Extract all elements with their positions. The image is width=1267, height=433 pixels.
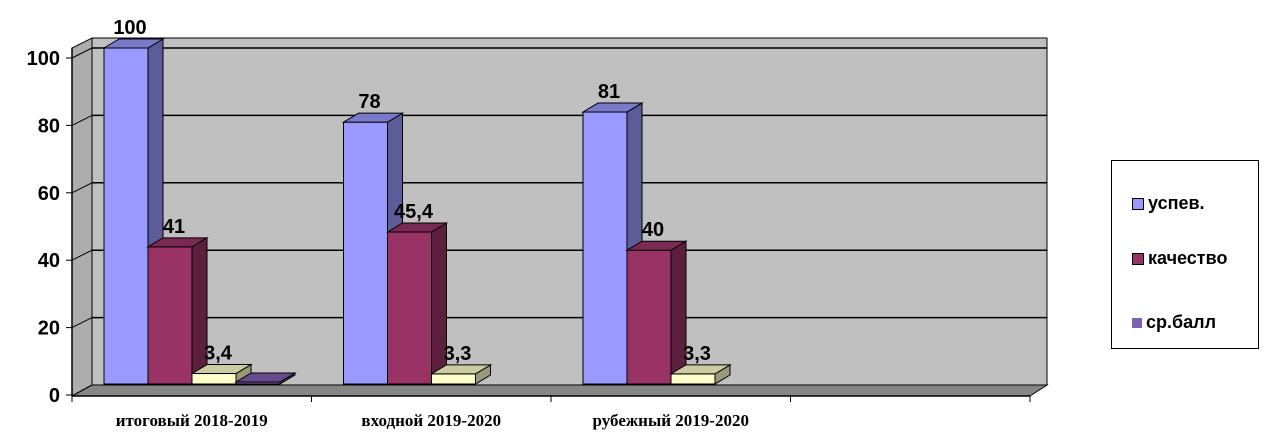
- x-tick-label: рубежный 2019-2020: [593, 411, 749, 430]
- bars: [102, 38, 732, 385]
- bar-front: [431, 373, 476, 385]
- legend-item-uspev: успев.: [1132, 193, 1205, 214]
- data-label: 3,4: [204, 343, 233, 365]
- x-tick-label: входной 2019-2020: [361, 411, 501, 430]
- bar-front: [582, 111, 628, 385]
- y-axis-ticks: 0 20 40 60 80 100: [27, 48, 72, 407]
- y-tick-label: 0: [49, 385, 60, 407]
- bar-top: [429, 364, 493, 375]
- data-labels: 100 41 3,4 78 45,4 3,3 81 40 3,3: [113, 17, 711, 365]
- bar-front: [343, 121, 388, 385]
- data-label: 40: [642, 219, 664, 241]
- data-label: 100: [113, 17, 146, 39]
- legend-label: ср.балл: [1146, 312, 1217, 332]
- y-tick-label: 40: [38, 250, 60, 272]
- legend-item-kachestvo: качество: [1132, 248, 1227, 269]
- bar-top: [581, 102, 644, 113]
- back-wall: [91, 37, 1048, 386]
- legend-swatch: [1132, 252, 1144, 265]
- bar-top: [146, 237, 209, 248]
- legend-label: успев.: [1148, 193, 1205, 213]
- bar-top: [234, 372, 297, 383]
- floor: [71, 384, 1049, 397]
- gridline-side: [71, 249, 93, 261]
- bar-top: [385, 222, 449, 233]
- data-label: 3,3: [444, 343, 472, 365]
- legend-swatch: [1132, 317, 1142, 328]
- y-tick-label: 20: [38, 318, 60, 340]
- bar-top: [190, 364, 253, 375]
- side-wall: [71, 37, 93, 397]
- bar-top: [341, 112, 405, 123]
- legend: успев. качество ср.балл: [1111, 160, 1259, 349]
- data-label: 45,4: [394, 201, 434, 223]
- legend-item-sr-ball: ср.балл: [1132, 312, 1216, 333]
- y-tick-label: 100: [27, 48, 60, 70]
- data-label: 81: [598, 81, 620, 103]
- gridline-side: [71, 114, 93, 126]
- bar-front: [103, 47, 149, 385]
- y-tick-label: 60: [38, 183, 60, 205]
- gridline-side: [71, 47, 93, 59]
- bar-front: [626, 249, 672, 385]
- legend-label: качество: [1148, 248, 1228, 268]
- gridline-side: [71, 317, 93, 329]
- legend-swatch: [1132, 197, 1144, 210]
- bar-top: [625, 240, 688, 251]
- data-label: 3,3: [683, 343, 711, 365]
- bar-front: [670, 373, 716, 385]
- data-label: 78: [358, 91, 380, 113]
- gridlines: [71, 47, 1047, 329]
- plot-walls: [71, 37, 1049, 397]
- data-label: 41: [163, 216, 185, 238]
- y-tick-label: 80: [38, 115, 60, 137]
- gridline-side: [71, 182, 93, 194]
- bar-top: [102, 38, 165, 49]
- x-tick-label: итоговый 2018-2019: [116, 411, 268, 430]
- bar-front: [387, 231, 432, 385]
- x-axis-ticks: итоговый 2018-2019 входной 2019-2020 рубеж…: [71, 396, 1031, 430]
- bar-front: [191, 373, 237, 385]
- bar-front: [147, 246, 193, 385]
- bar-top: [669, 364, 732, 375]
